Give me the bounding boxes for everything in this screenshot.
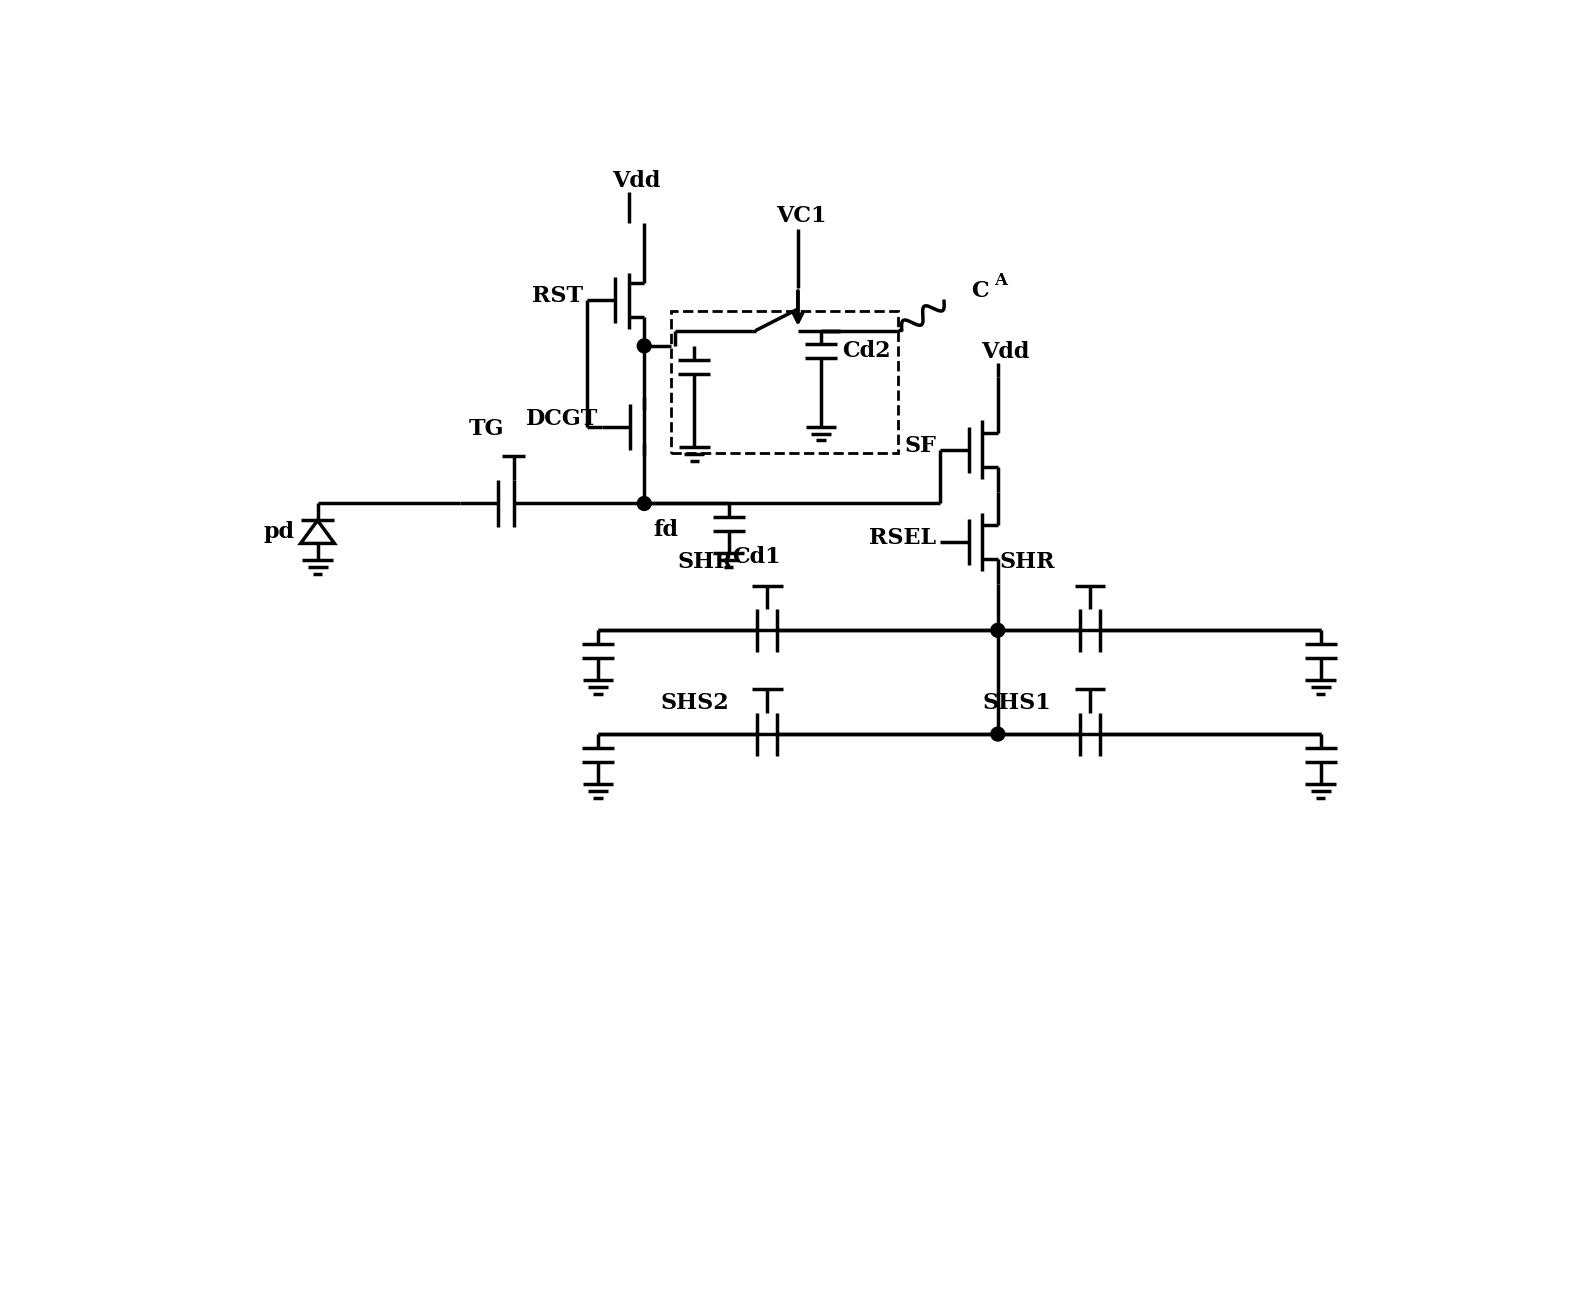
Text: SHS1: SHS1 xyxy=(982,692,1052,715)
Text: SHR: SHR xyxy=(678,551,733,572)
Text: Vdd: Vdd xyxy=(613,170,660,192)
Text: SF: SF xyxy=(905,435,936,457)
Circle shape xyxy=(990,623,1005,637)
Text: C: C xyxy=(971,280,989,301)
Text: DCGT: DCGT xyxy=(525,408,598,429)
Text: RST: RST xyxy=(532,285,582,306)
Text: SHR: SHR xyxy=(1000,551,1055,572)
Circle shape xyxy=(990,728,1005,741)
Text: SHS2: SHS2 xyxy=(660,692,728,715)
Text: Vdd: Vdd xyxy=(981,340,1030,363)
Text: Cd2: Cd2 xyxy=(843,340,892,363)
Circle shape xyxy=(638,339,651,353)
Text: pd: pd xyxy=(263,521,295,543)
Text: fd: fd xyxy=(654,518,679,541)
Circle shape xyxy=(638,496,651,511)
Bar xyxy=(671,312,898,453)
Text: RSEL: RSEL xyxy=(870,528,936,548)
Text: VC1: VC1 xyxy=(776,204,827,226)
Text: A: A xyxy=(993,272,1008,289)
Text: TG: TG xyxy=(468,419,505,440)
Text: Cd1: Cd1 xyxy=(733,546,781,568)
